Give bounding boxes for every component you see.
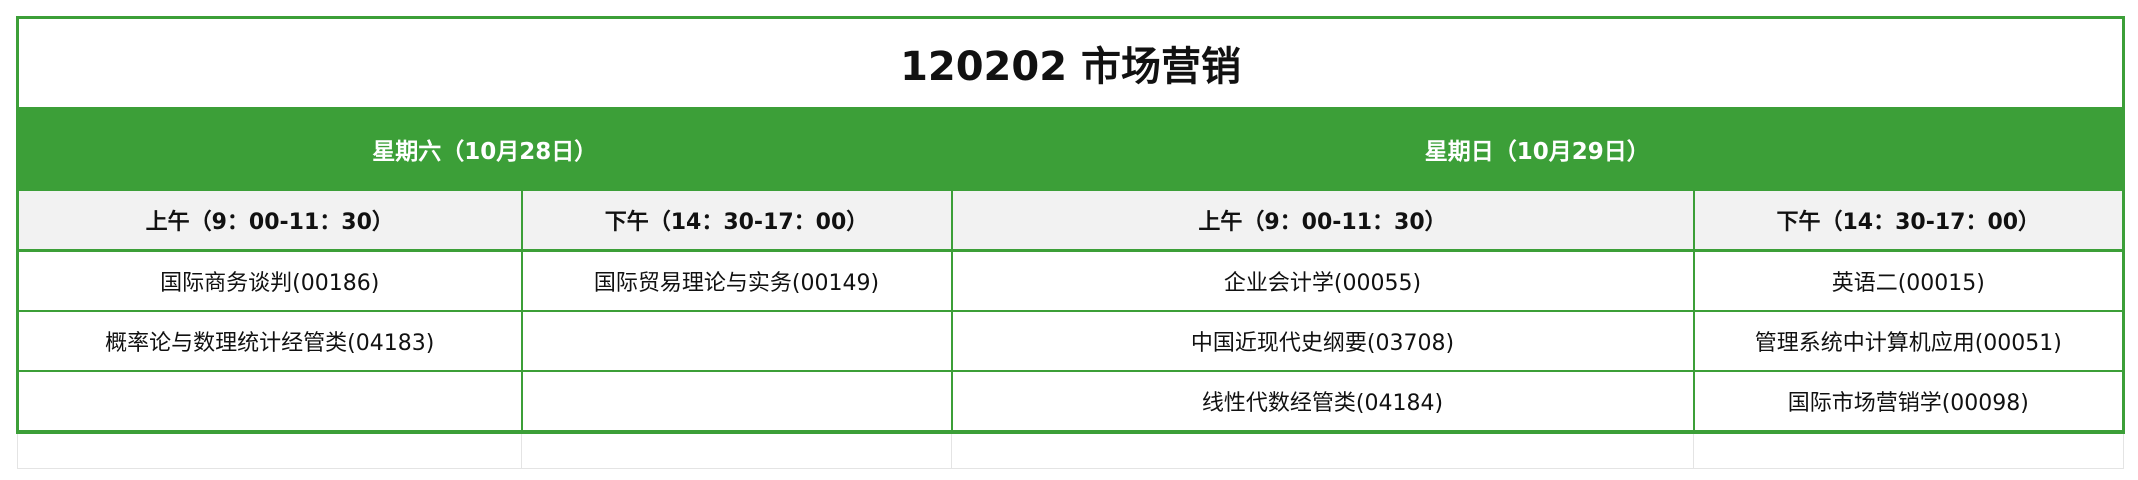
empty-cell <box>951 432 1694 469</box>
course-cell <box>16 370 523 434</box>
slot-header: 下午（14：30-17：00） <box>1692 190 2126 252</box>
table-row: 概率论与数理统计经管类(04183) 中国近现代史纲要(03708) 管理系统中… <box>16 310 2126 372</box>
course-cell: 国际贸易理论与实务(00149) <box>520 249 953 312</box>
empty-row <box>17 432 2125 469</box>
course-cell <box>520 370 953 434</box>
course-cell: 概率论与数理统计经管类(04183) <box>16 310 523 372</box>
day-header-sunday: 星期日（10月29日） <box>950 107 2126 191</box>
table-row: 线性代数经管类(04184) 国际市场营销学(00098) <box>16 370 2126 434</box>
day-header-saturday: 星期六（10月28日） <box>16 107 953 191</box>
slot-header: 上午（9：00-11：30） <box>16 190 523 252</box>
exam-schedule-table: 120202 市场营销 星期六（10月28日） 星期日（10月29日） 上午（9… <box>15 16 2126 469</box>
course-cell: 国际市场营销学(00098) <box>1692 370 2126 434</box>
course-cell: 英语二(00015) <box>1692 249 2126 312</box>
empty-cell <box>17 432 522 469</box>
empty-cell <box>1692 432 2125 469</box>
slot-header: 下午（14：30-17：00） <box>520 190 953 252</box>
table-row: 国际商务谈判(00186) 国际贸易理论与实务(00149) 企业会计学(000… <box>16 249 2126 312</box>
slot-header: 上午（9：00-11：30） <box>950 190 1695 252</box>
page-title: 120202 市场营销 <box>15 16 2126 108</box>
course-cell: 中国近现代史纲要(03708) <box>950 310 1695 372</box>
course-cell <box>520 310 953 372</box>
course-cell: 企业会计学(00055) <box>950 249 1695 312</box>
empty-cell <box>521 432 952 469</box>
course-cell: 国际商务谈判(00186) <box>16 249 523 312</box>
course-cell: 管理系统中计算机应用(00051) <box>1692 310 2126 372</box>
course-cell: 线性代数经管类(04184) <box>950 370 1695 434</box>
